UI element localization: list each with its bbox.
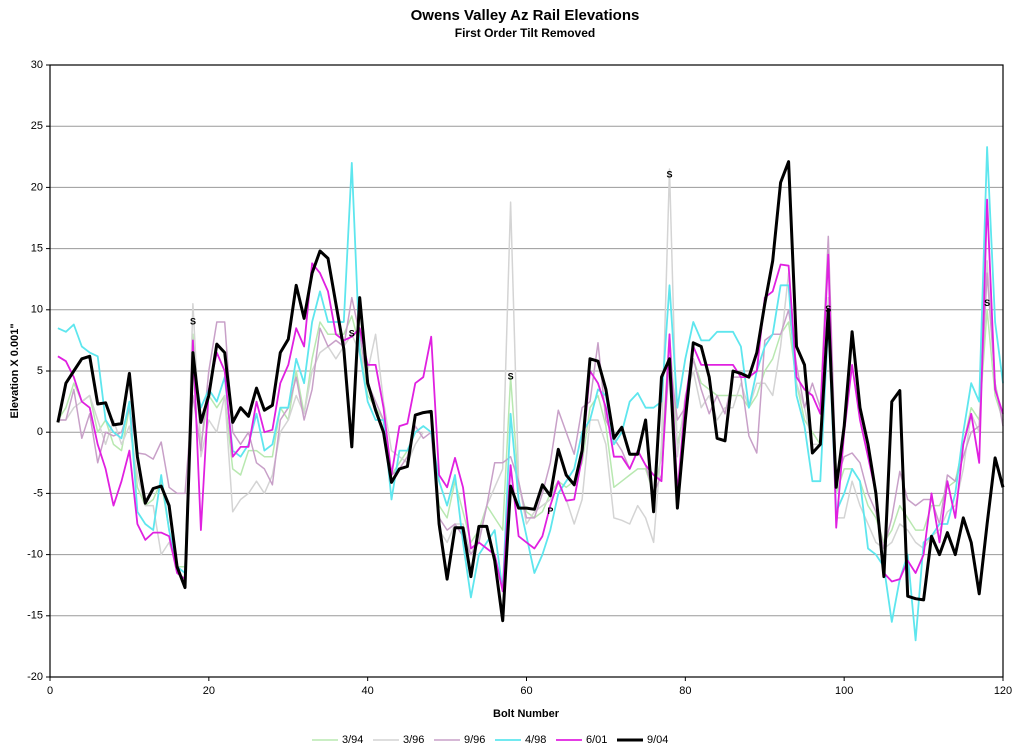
y-tick-label: -15 (27, 610, 43, 622)
y-tick-label: -5 (33, 487, 43, 499)
y-tick-label: 15 (31, 243, 43, 255)
y-tick-label: -20 (27, 671, 43, 683)
x-tick-label: 60 (520, 685, 532, 697)
annotation: S (508, 371, 514, 381)
y-tick-label: 0 (37, 426, 43, 438)
legend-label: 4/98 (525, 734, 546, 746)
y-tick-label: 5 (37, 365, 43, 377)
x-tick-label: 40 (362, 685, 374, 697)
legend-label: 9/96 (464, 734, 485, 746)
annotation: S (984, 298, 990, 308)
legend-label: 9/04 (647, 734, 668, 746)
x-tick-label: 100 (835, 685, 853, 697)
x-tick-label: 20 (203, 685, 215, 697)
chart-title: Owens Valley Az Rail Elevations (411, 7, 640, 24)
x-tick-label: 0 (47, 685, 53, 697)
y-tick-label: 20 (31, 181, 43, 193)
x-tick-label: 120 (994, 685, 1012, 697)
legend-label: 3/96 (403, 734, 424, 746)
annotation: P (547, 506, 553, 516)
y-tick-label: 25 (31, 120, 43, 132)
legend-label: 3/94 (342, 734, 363, 746)
annotation: S (190, 316, 196, 326)
series-line (57, 146, 1004, 642)
y-axis-label: Elevation X 0.001" (9, 323, 21, 418)
x-axis-label: Bolt Number (493, 708, 560, 720)
y-tick-label: -10 (27, 549, 43, 561)
legend-label: 6/01 (586, 734, 607, 746)
annotation: S (825, 304, 831, 314)
x-tick-label: 80 (679, 685, 691, 697)
annotation: S (349, 329, 355, 339)
series-line (56, 160, 1005, 623)
series-line (57, 235, 1004, 556)
y-tick-label: 30 (31, 59, 43, 71)
series-line (57, 309, 1004, 568)
plot-border (49, 64, 1004, 678)
chart-subtitle: First Order Tilt Removed (455, 26, 595, 40)
y-tick-label: 10 (31, 304, 43, 316)
annotation: S (666, 170, 672, 180)
